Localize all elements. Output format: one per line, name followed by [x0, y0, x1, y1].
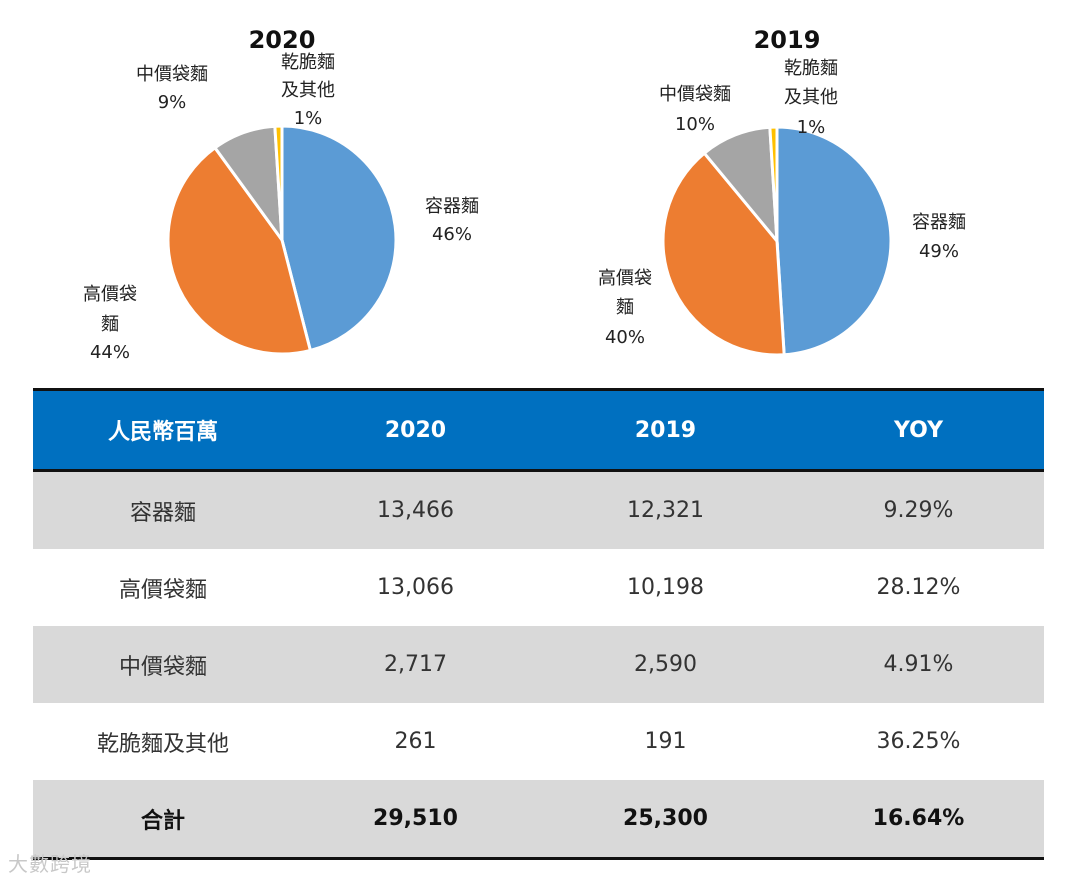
slice-name-label: 高價袋	[83, 284, 137, 305]
pie-slice	[166, 145, 313, 356]
watermark-logo: 大數跨境	[8, 848, 92, 877]
pie-chart-2019: 2019 容器麵 49% 高價袋麵 40% 中價袋麵 10% 乾脆麵及其他 1%	[555, 0, 1005, 385]
sales-table: 人民幣百萬 2020 2019 YOY 容器麵 13,466 12,321 9.…	[33, 388, 1044, 860]
row-yoy: 28.12%	[793, 549, 1044, 626]
total-value-2020: 29,510	[293, 780, 538, 860]
slice-name-label: 及其他	[281, 80, 335, 101]
row-category: 容器麵	[33, 470, 293, 549]
header-2019: 2019	[538, 388, 793, 472]
slice-name-label: 中價袋麵	[659, 84, 731, 105]
pie-slice	[775, 125, 893, 357]
total-label: 合計	[33, 780, 293, 860]
chart-title: 2019	[754, 26, 821, 54]
slice-percent-label: 10%	[675, 114, 715, 135]
row-value-2020: 2,717	[293, 626, 538, 703]
slice-name-label: 中價袋麵	[136, 64, 208, 85]
slice-name-label: 高價袋	[598, 268, 652, 289]
header-unit: 人民幣百萬	[33, 388, 293, 472]
row-value-2019: 10,198	[538, 549, 793, 626]
header-2020: 2020	[293, 388, 538, 472]
row-value-2019: 191	[538, 703, 793, 780]
total-value-2019: 25,300	[538, 780, 793, 860]
slice-percent-label: 49%	[919, 241, 959, 262]
pie-slice	[768, 125, 779, 242]
slice-percent-label: 40%	[605, 327, 645, 348]
pie-slice	[273, 124, 284, 241]
row-value-2020: 13,066	[293, 549, 538, 626]
slice-percent-label: 46%	[432, 224, 472, 245]
row-category: 高價袋麵	[33, 549, 293, 626]
chart-title: 2020	[249, 26, 316, 54]
pie-slice	[661, 151, 786, 357]
row-value-2019: 2,590	[538, 626, 793, 703]
row-category: 乾脆麵及其他	[33, 703, 293, 780]
slice-name-label: 容器麵	[425, 196, 479, 217]
row-yoy: 9.29%	[793, 470, 1044, 549]
slice-name-label: 及其他	[784, 87, 838, 108]
slice-percent-label: 9%	[158, 92, 187, 113]
slice-name-label: 乾脆麵	[281, 52, 335, 73]
row-yoy: 4.91%	[793, 626, 1044, 703]
header-yoy: YOY	[793, 388, 1044, 472]
slice-name-label: 乾脆麵	[784, 58, 838, 79]
slice-percent-label: 1%	[294, 108, 323, 129]
row-yoy: 36.25%	[793, 703, 1044, 780]
pie-chart-2020: 2020 容器麵 46% 高價袋麵 44% 中價袋麵 9% 乾脆麵及其他 1%	[60, 0, 510, 385]
total-yoy: 16.64%	[793, 780, 1044, 860]
pie-slice	[280, 124, 398, 353]
row-value-2019: 12,321	[538, 470, 793, 549]
table-row: 容器麵 13,466 12,321 9.29%	[33, 470, 1044, 549]
pie-chart-2019-svg: 2019 容器麵 49% 高價袋麵 40% 中價袋麵 10% 乾脆麵及其他 1%	[598, 26, 966, 357]
slice-percent-label: 1%	[797, 117, 826, 138]
row-value-2020: 261	[293, 703, 538, 780]
table-total-row: 合計 29,510 25,300 16.64%	[33, 780, 1044, 860]
watermark-text: 大數跨境	[8, 852, 92, 876]
row-category: 中價袋麵	[33, 626, 293, 703]
table-header-row: 人民幣百萬 2020 2019 YOY	[33, 388, 1044, 472]
table-row: 乾脆麵及其他 261 191 36.25%	[33, 703, 1044, 780]
slice-name-label: 麵	[101, 314, 119, 335]
slice-percent-label: 44%	[90, 342, 130, 363]
table-row: 高價袋麵 13,066 10,198 28.12%	[33, 549, 1044, 626]
slice-name-label: 容器麵	[912, 212, 966, 233]
pie-chart-2020-svg: 2020 容器麵 46% 高價袋麵 44% 中價袋麵 9% 乾脆麵及其他 1%	[83, 26, 479, 363]
slice-name-label: 麵	[616, 297, 634, 318]
row-value-2020: 13,466	[293, 470, 538, 549]
table-row: 中價袋麵 2,717 2,590 4.91%	[33, 626, 1044, 703]
